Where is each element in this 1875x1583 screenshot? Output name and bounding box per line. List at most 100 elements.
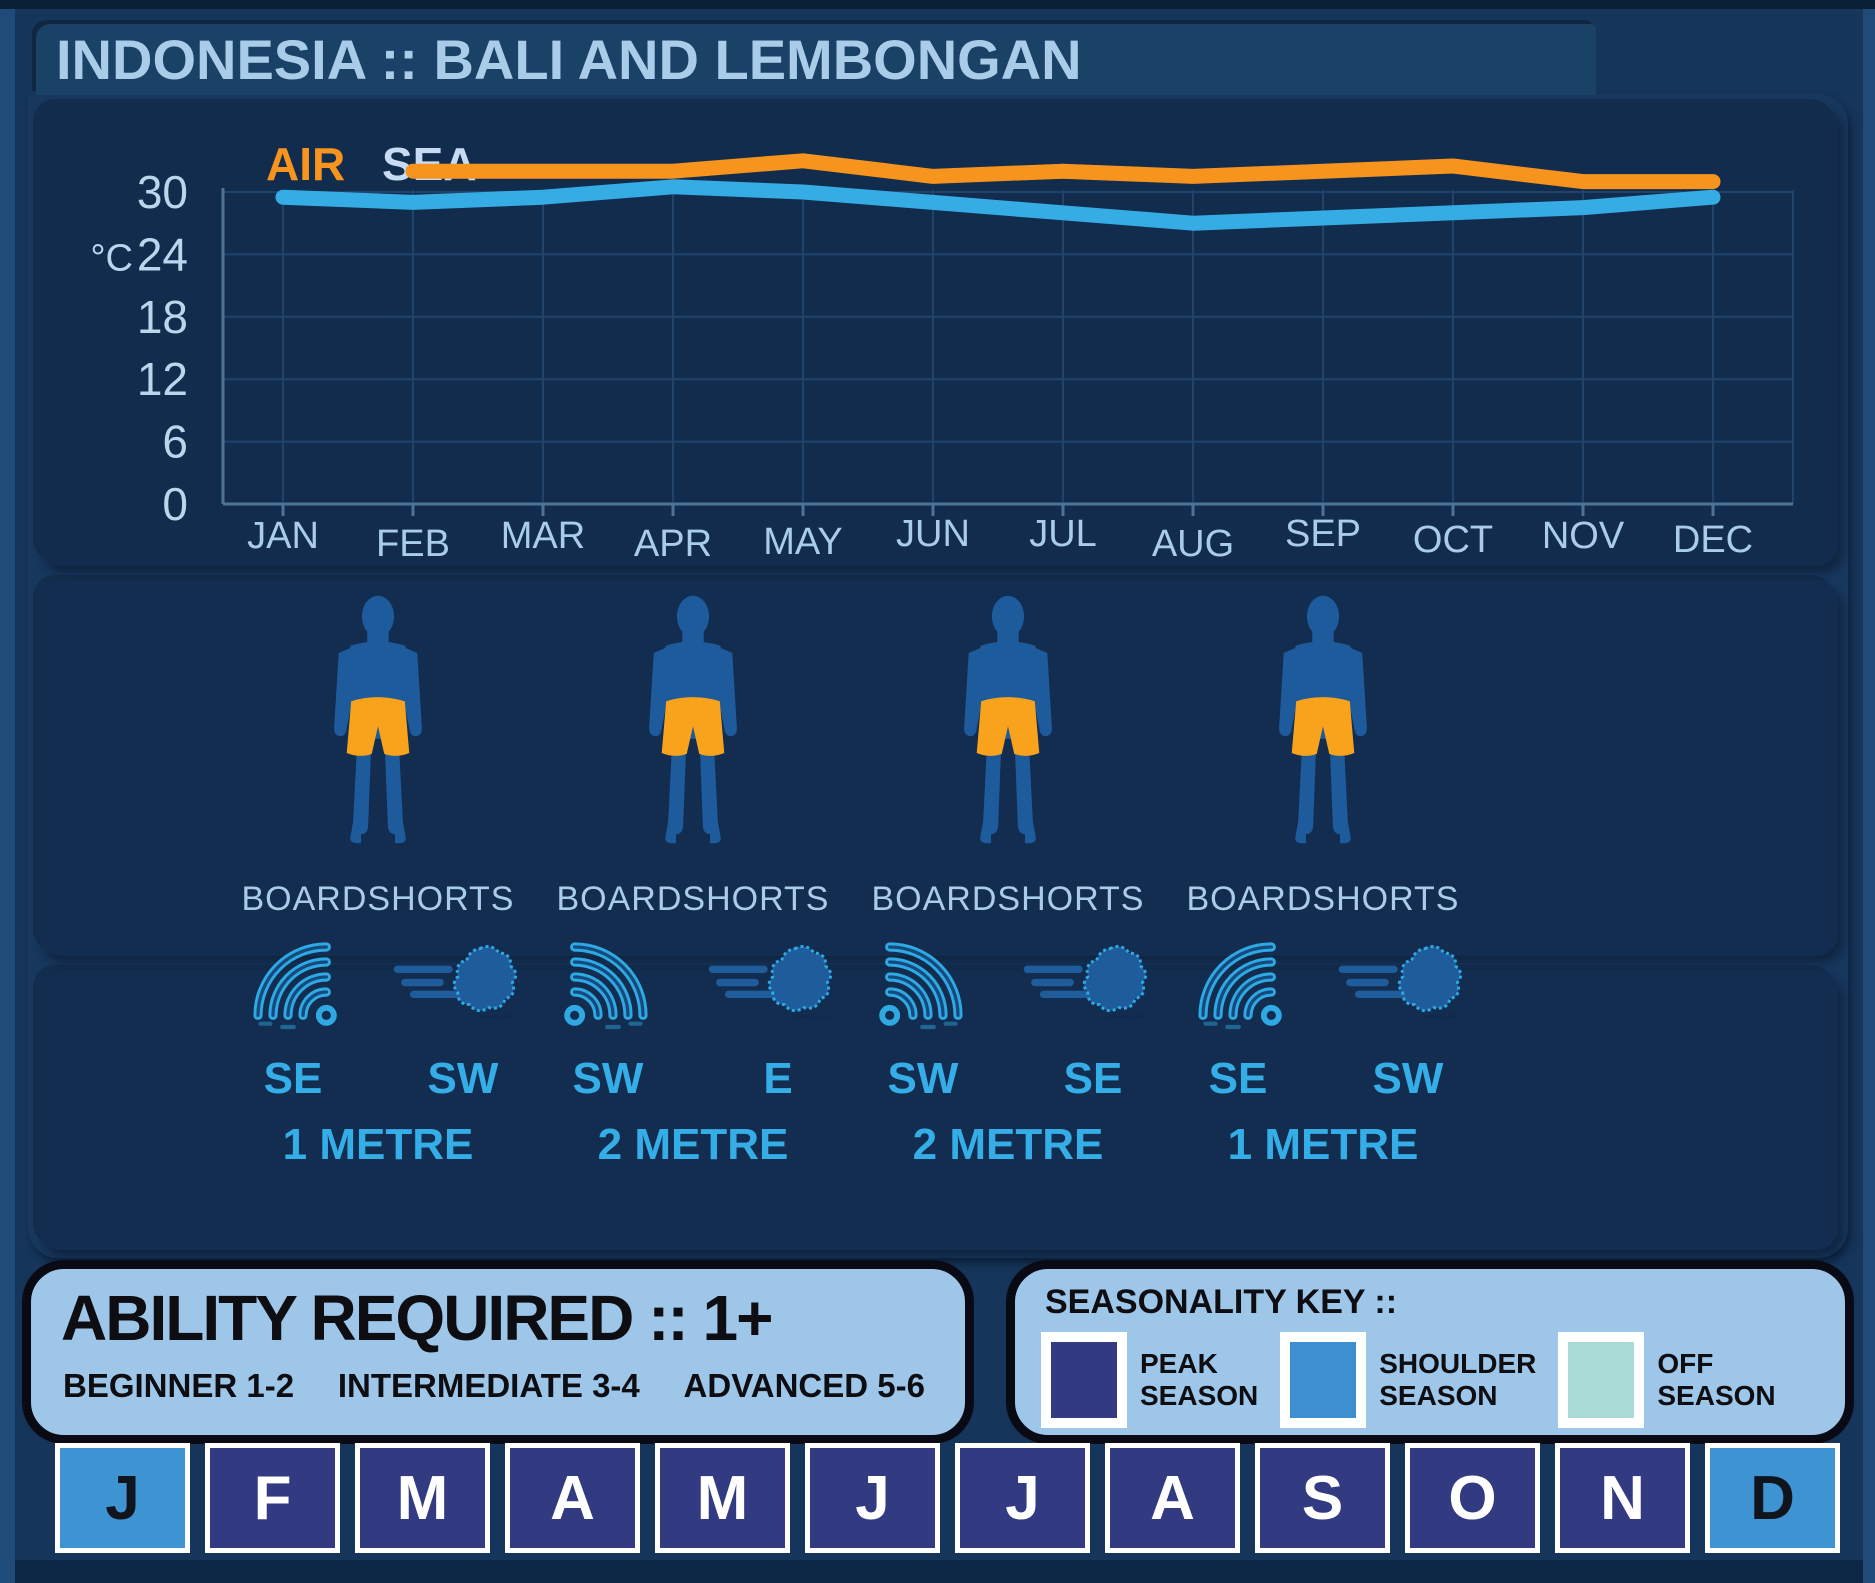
legend-air-label: AIR xyxy=(266,138,345,190)
month-letter: F xyxy=(253,1463,292,1533)
swell-stack: SE xyxy=(1168,932,1308,1104)
gear-item: BOARDSHORTS xyxy=(850,594,1166,919)
surf-icons: SE SW xyxy=(1165,942,1481,1104)
x-tick-label: AUG xyxy=(1152,523,1234,565)
season-color-swatch xyxy=(1280,1332,1367,1428)
surfer-body-icon xyxy=(649,595,737,844)
wind-direction-label: SW xyxy=(1372,1054,1444,1103)
header: INDONESIA :: BALI AND LEMBONGAN xyxy=(36,24,1596,95)
month-box: S xyxy=(1255,1443,1390,1553)
month-box: J xyxy=(805,1443,940,1553)
ability-level-label: INTERMEDIATE 3-4 xyxy=(337,1367,640,1404)
wind-direction-icon xyxy=(393,945,518,1019)
month-box: M xyxy=(355,1443,490,1553)
x-tick-label: JUL xyxy=(1029,513,1097,555)
season-color-swatch xyxy=(1041,1332,1127,1428)
x-tick-label: MAY xyxy=(763,521,843,563)
wind-direction-label: SE xyxy=(1063,1054,1123,1103)
x-tick-label: JAN xyxy=(247,515,319,557)
surf-icons: SW E xyxy=(535,942,851,1104)
x-tick-label: FEB xyxy=(376,523,450,565)
x-tick-label: NOV xyxy=(1542,515,1625,557)
swell-direction-icon xyxy=(1198,942,1282,1030)
page-edge-right xyxy=(1863,0,1875,1583)
month-box: J xyxy=(955,1443,1090,1553)
x-tick-label: APR xyxy=(634,523,712,565)
ability-levels: BEGINNER 1-2 INTERMEDIATE 3-4 ADVANCED 5-6 xyxy=(63,1367,925,1405)
month-letter: O xyxy=(1448,1463,1497,1533)
season-label-line1: OFF xyxy=(1657,1347,1714,1379)
x-tick-label: MAR xyxy=(501,515,585,557)
wave-height-label: 1 METRE xyxy=(282,1120,474,1169)
month-box: M xyxy=(655,1443,790,1553)
month-box: J xyxy=(55,1443,190,1553)
month-box: N xyxy=(1555,1443,1690,1553)
seasonality-key-entries: PEAK SEASON SHOULDER SEASON OFF SEASON xyxy=(1041,1332,1845,1428)
wind-direction-icon xyxy=(1023,945,1148,1019)
season-label: SHOULDER SEASON xyxy=(1379,1348,1536,1412)
seasonality-key-entry: PEAK SEASON xyxy=(1041,1332,1258,1428)
month-letter: M xyxy=(396,1463,449,1533)
x-tick-label: OCT xyxy=(1413,519,1493,561)
season-label: OFF SEASON xyxy=(1657,1348,1775,1412)
page-edge-left xyxy=(0,0,15,1583)
gear-label: BOARDSHORTS xyxy=(556,880,830,918)
season-label-line1: PEAK xyxy=(1140,1347,1218,1379)
month-letter: A xyxy=(1150,1463,1195,1533)
ability-level-label: ADVANCED 5-6 xyxy=(683,1367,925,1404)
air-temperature-line xyxy=(405,153,1721,190)
gear-label: BOARDSHORTS xyxy=(241,880,515,918)
y-axis-unit-label: °C xyxy=(90,237,133,279)
wind-stack: SW xyxy=(393,932,533,1104)
season-label: PEAK SEASON xyxy=(1140,1348,1258,1412)
gear-panel: BOARDSHORTS BOARDSHORTS BOARDSHORTS BOARDSH… xyxy=(38,580,1838,956)
season-label-line2: SEASON xyxy=(1140,1380,1259,1411)
swell-direction-label: SW xyxy=(572,1054,644,1103)
y-tick-label: 0 xyxy=(162,478,188,530)
surf-column: SW E 2 METRE xyxy=(535,942,851,1170)
wind-direction-label: E xyxy=(763,1054,793,1103)
surf-icons: SE SW xyxy=(220,942,536,1104)
swell-stack: SW xyxy=(538,932,678,1104)
swell-direction-icon xyxy=(253,942,337,1030)
month-box: O xyxy=(1405,1443,1540,1553)
month-letter: J xyxy=(855,1463,890,1533)
ability-box: ABILITY REQUIRED :: 1+ BEGINNER 1-2 INTER… xyxy=(22,1260,974,1444)
footer-strip xyxy=(0,1560,1875,1583)
seasonality-key-title: SEASONALITY KEY :: xyxy=(1045,1283,1398,1321)
y-tick-label: 30 xyxy=(137,166,188,218)
surf-icons: SW SE xyxy=(850,942,1166,1104)
wave-height-label: 2 METRE xyxy=(597,1120,789,1169)
swell-direction-icon xyxy=(879,942,963,1030)
surfer-body-icon xyxy=(964,595,1052,844)
wind-stack: SE xyxy=(1023,932,1163,1104)
seasonality-key-entry: SHOULDER SEASON xyxy=(1280,1332,1536,1428)
y-tick-label: 6 xyxy=(162,416,188,468)
x-tick-label: DEC xyxy=(1673,519,1753,561)
wave-height-label: 2 METRE xyxy=(912,1120,1104,1169)
gear-item: BOARDSHORTS xyxy=(535,594,851,919)
temperature-chart: 0 6 12 18 24 30 JAN FEB MAR APR MAY JUN JUL AUG SEP OCT… xyxy=(90,138,1794,565)
main-container: 0 6 12 18 24 30 JAN FEB MAR APR MAY JUN JUL AUG SEP OCT… xyxy=(28,94,1848,1258)
season-color-swatch xyxy=(1558,1332,1645,1428)
y-tick-label: 24 xyxy=(137,228,188,280)
season-label-line2: SEASON xyxy=(1657,1380,1776,1411)
x-tick-label: SEP xyxy=(1285,513,1361,555)
surfer-body-icon xyxy=(334,595,422,844)
seasonality-key-entry: OFF SEASON xyxy=(1558,1332,1776,1428)
month-box: A xyxy=(1105,1443,1240,1553)
month-letter: J xyxy=(105,1463,140,1533)
ability-title: ABILITY REQUIRED :: 1+ xyxy=(61,1282,773,1354)
y-tick-label: 12 xyxy=(137,353,188,405)
month-letter: M xyxy=(696,1463,749,1533)
month-box: D xyxy=(1705,1443,1840,1553)
month-letter: D xyxy=(1750,1463,1795,1533)
seasonality-key-box: SEASONALITY KEY :: PEAK SEASON SHOULDER SEA… xyxy=(1006,1260,1854,1444)
month-letter: A xyxy=(550,1463,595,1533)
wind-direction-icon xyxy=(708,945,833,1019)
gear-item: BOARDSHORTS xyxy=(220,594,536,919)
page-edge-top xyxy=(0,0,1875,9)
wind-stack: E xyxy=(708,932,848,1104)
